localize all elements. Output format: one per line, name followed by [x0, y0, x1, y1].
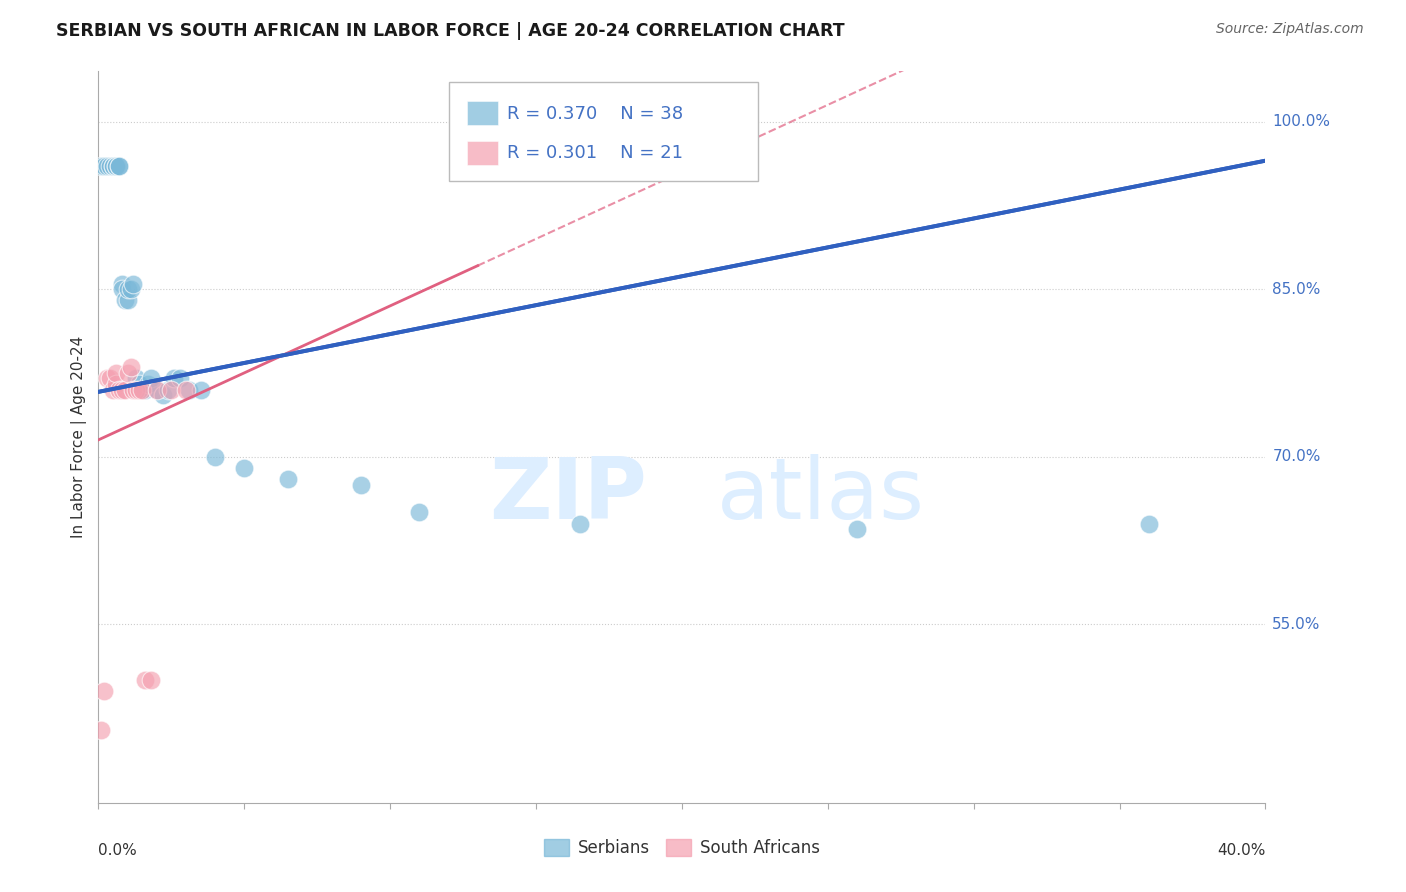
Point — [846, 522, 869, 536]
Point — [111, 277, 134, 291]
Text: SERBIAN VS SOUTH AFRICAN IN LABOR FORCE | AGE 20-24 CORRELATION CHART: SERBIAN VS SOUTH AFRICAN IN LABOR FORCE … — [56, 22, 845, 40]
Point — [101, 159, 124, 173]
Point — [111, 383, 134, 397]
Y-axis label: In Labor Force | Age 20-24: In Labor Force | Age 20-24 — [72, 336, 87, 538]
Text: R = 0.370    N = 38: R = 0.370 N = 38 — [508, 104, 683, 123]
Point — [125, 371, 148, 385]
Point — [114, 383, 136, 397]
Point — [104, 366, 127, 380]
Point — [125, 383, 148, 397]
Point — [146, 383, 169, 397]
Legend: Serbians, South Africans: Serbians, South Africans — [537, 832, 827, 864]
Point — [277, 472, 299, 486]
Point — [120, 282, 142, 296]
Text: 40.0%: 40.0% — [1218, 843, 1265, 858]
Point — [98, 159, 121, 173]
Point — [146, 383, 169, 397]
Point — [90, 159, 112, 173]
Point — [139, 673, 162, 687]
Point — [117, 282, 139, 296]
Text: 0.0%: 0.0% — [98, 843, 138, 858]
Point — [98, 371, 121, 385]
FancyBboxPatch shape — [467, 141, 498, 165]
Point — [93, 684, 115, 698]
Point — [157, 383, 180, 397]
Point — [568, 516, 591, 531]
Point — [104, 159, 127, 173]
Text: R = 0.301    N = 21: R = 0.301 N = 21 — [508, 145, 683, 162]
Point — [104, 159, 127, 173]
Point — [131, 383, 153, 397]
Point — [111, 282, 134, 296]
Point — [96, 371, 118, 385]
Point — [174, 383, 197, 397]
Point — [131, 383, 153, 397]
Point — [101, 383, 124, 397]
Point — [134, 673, 156, 687]
Point — [101, 159, 124, 173]
Point — [108, 159, 131, 173]
Text: Source: ZipAtlas.com: Source: ZipAtlas.com — [1216, 22, 1364, 37]
Point — [104, 377, 127, 392]
Point — [90, 723, 112, 738]
Point — [114, 293, 136, 308]
Point — [108, 159, 131, 173]
Point — [163, 371, 186, 385]
Point — [96, 159, 118, 173]
FancyBboxPatch shape — [449, 82, 758, 181]
Point — [117, 293, 139, 308]
Point — [233, 460, 256, 475]
Point — [122, 383, 145, 397]
Point — [136, 377, 159, 392]
Point — [408, 506, 430, 520]
Point — [160, 383, 183, 397]
Text: 70.0%: 70.0% — [1272, 450, 1320, 464]
FancyBboxPatch shape — [467, 102, 498, 126]
Point — [177, 383, 200, 397]
Point — [139, 371, 162, 385]
Point — [204, 450, 226, 464]
Point — [128, 377, 150, 392]
Point — [169, 371, 191, 385]
Point — [122, 277, 145, 291]
Point — [117, 366, 139, 380]
Point — [152, 388, 174, 402]
Point — [108, 383, 131, 397]
Point — [120, 360, 142, 375]
Point — [190, 383, 212, 397]
Text: 100.0%: 100.0% — [1272, 114, 1330, 129]
Point — [93, 159, 115, 173]
Point — [350, 477, 373, 491]
Text: 85.0%: 85.0% — [1272, 282, 1320, 297]
Text: 55.0%: 55.0% — [1272, 616, 1320, 632]
Point — [1137, 516, 1160, 531]
Text: ZIP: ZIP — [489, 454, 647, 537]
Text: atlas: atlas — [717, 454, 925, 537]
Point — [128, 383, 150, 397]
Point — [134, 383, 156, 397]
